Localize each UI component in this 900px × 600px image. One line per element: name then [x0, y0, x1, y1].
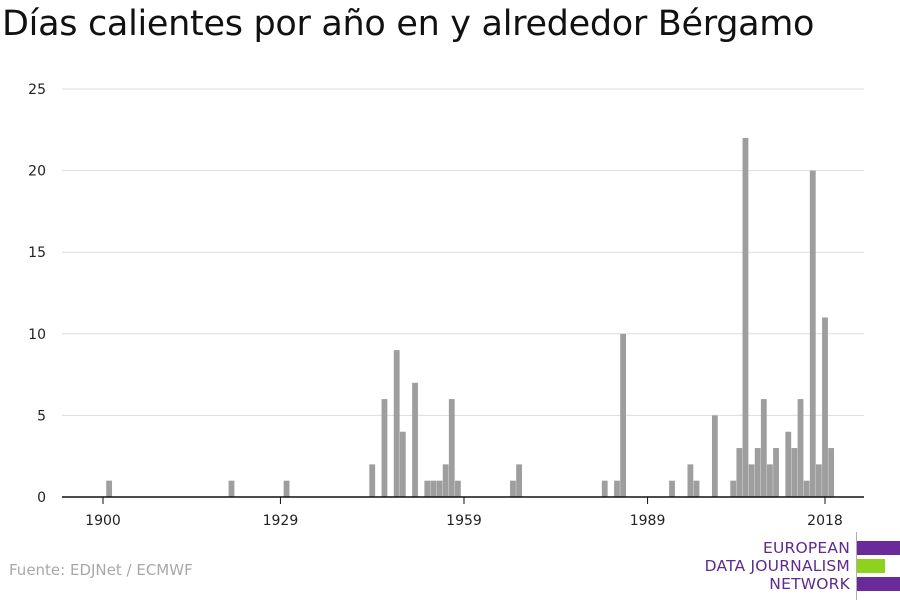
logo-text-data-journalism: DATA JOURNALISM: [704, 557, 850, 575]
bar: [614, 480, 620, 497]
bar: [767, 464, 773, 497]
bar: [803, 480, 810, 497]
bar: [736, 448, 743, 497]
x-tick-label: 2018: [807, 513, 843, 529]
bar: [711, 415, 718, 497]
bar: [436, 480, 443, 497]
bar: [754, 448, 761, 497]
x-tick-label: 1989: [630, 513, 666, 529]
logo-text-network: NETWORK: [769, 575, 850, 593]
source-note: Fuente: EDJNet / ECMWF: [9, 561, 193, 579]
y-tick-label: 15: [28, 245, 46, 261]
x-tick-labels: 1900 1929 1959 1989 2018: [85, 513, 843, 529]
bar: [828, 448, 835, 497]
bar: [748, 464, 755, 497]
bar: [228, 480, 235, 497]
bar: [454, 480, 461, 497]
bar: [430, 480, 437, 497]
logo-text-european: EUROPEAN: [762, 539, 850, 557]
bar: [412, 382, 418, 497]
x-tick-label: 1929: [263, 513, 299, 529]
y-tick-label: 10: [28, 327, 46, 343]
chart-title: Días calientes por año en y alrededor Bé…: [2, 4, 815, 44]
bar: [510, 480, 516, 497]
y-tick-label: 25: [28, 82, 46, 98]
y-tick-labels: 0 5 10 15 20 25: [28, 82, 46, 506]
bar: [815, 464, 822, 497]
logo-divider: [856, 532, 857, 600]
y-tick-label: 0: [37, 490, 46, 506]
bar: [283, 480, 290, 497]
logo-bar-middle: [857, 559, 885, 573]
bar: [601, 480, 608, 497]
logo-bar-bottom: [857, 577, 900, 591]
grid-lines: [62, 88, 864, 416]
bar: [822, 317, 828, 497]
bars: [106, 137, 835, 497]
bar: [797, 399, 804, 497]
bar: [742, 137, 749, 497]
bar: [773, 448, 779, 497]
bar: [399, 431, 406, 497]
bar: [424, 480, 431, 497]
y-tick-label: 20: [28, 164, 46, 180]
bar: [760, 399, 767, 497]
bar: [791, 448, 798, 497]
bar: [620, 333, 626, 497]
bar: [106, 480, 113, 497]
bar: [730, 480, 737, 497]
bar: [669, 480, 675, 497]
bar: [442, 464, 449, 497]
bar: [809, 170, 816, 497]
bar-chart: 0 5 10 15 20 25 1900 1929 1959 1989 2018: [28, 82, 864, 529]
y-tick-label: 5: [37, 408, 46, 424]
bar: [693, 480, 700, 497]
x-tick-label: 1900: [85, 513, 121, 529]
bar: [393, 350, 400, 497]
bar: [785, 431, 792, 497]
bar: [516, 464, 522, 497]
x-axis: [62, 496, 864, 504]
x-tick-label: 1959: [446, 513, 482, 529]
bar: [369, 464, 376, 497]
logo-bar-top: [857, 541, 900, 555]
edjnet-logo: EUROPEAN DATA JOURNALISM NETWORK: [690, 532, 900, 600]
bar: [448, 399, 455, 497]
bar: [687, 464, 694, 497]
bar: [381, 399, 388, 497]
